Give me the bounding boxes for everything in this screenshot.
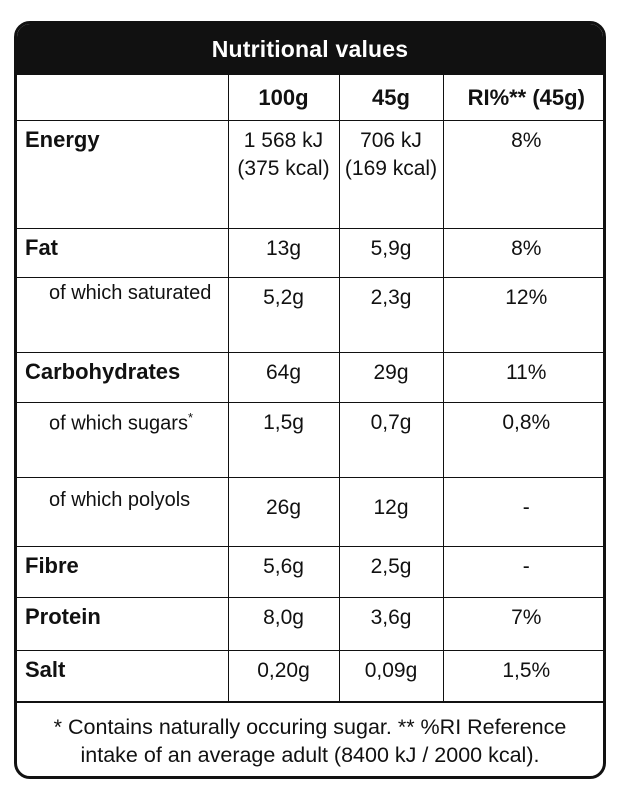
header-row: 100g 45g RI%** (45g): [17, 75, 603, 121]
table-row: Salt 0,20g 0,09g 1,5%: [17, 650, 603, 702]
value-ri: 1,5%: [442, 650, 603, 702]
table-row: Carbohydrates 64g 29g 11%: [17, 352, 603, 403]
value-100g: 64g: [227, 352, 340, 403]
header-ri: RI%** (45g): [442, 75, 603, 121]
footnote-mark: *: [187, 410, 194, 425]
table-row: Protein 8,0g 3,6g 7%: [17, 597, 603, 651]
value-45g: 3,6g: [338, 597, 444, 651]
value-100g: 26g: [227, 477, 340, 547]
value-ri: 8%: [442, 228, 603, 278]
value-ri: 8%: [442, 120, 603, 229]
table-row: Energy 1 568 kJ (375 kcal) 706 kJ (169 k…: [17, 120, 603, 229]
table-row: of which polyols 26g 12g -: [17, 477, 603, 547]
value-100g: 5,2g: [227, 277, 340, 353]
value-45g: 0,7g: [338, 402, 444, 478]
value-45g: 29g: [338, 352, 444, 403]
value-100g: 1 568 kJ (375 kcal): [227, 120, 340, 229]
value-ri: -: [442, 546, 603, 598]
row-label: Protein: [17, 597, 229, 651]
row-label: Fibre: [17, 546, 229, 598]
value-45g: 2,5g: [338, 546, 444, 598]
nutrition-panel: Nutritional values 100g 45g RI%** (45g) …: [14, 21, 606, 779]
value-ri: 11%: [442, 352, 603, 403]
value-100g: 13g: [227, 228, 340, 278]
value-45g: 12g: [338, 477, 444, 547]
table-row: of which saturated 5,2g 2,3g 12%: [17, 277, 603, 353]
row-label: Salt: [17, 650, 229, 702]
panel-title: Nutritional values: [17, 24, 603, 75]
table-row: of which sugars* 1,5g 0,7g 0,8%: [17, 402, 603, 478]
table-row: Fibre 5,6g 2,5g -: [17, 546, 603, 598]
header-label: [17, 75, 229, 121]
footnote: * Contains naturally occuring sugar. ** …: [17, 702, 603, 769]
value-45g: 0,09g: [338, 650, 444, 702]
value-ri: 12%: [442, 277, 603, 353]
value-100g: 8,0g: [227, 597, 340, 651]
row-label-cell: of which sugars*: [17, 402, 229, 478]
value-45g: 5,9g: [338, 228, 444, 278]
value-100g: 1,5g: [227, 402, 340, 478]
row-label: Energy: [17, 120, 229, 229]
header-100g: 100g: [227, 75, 340, 121]
value-ri: 7%: [442, 597, 603, 651]
row-label: Carbohydrates: [17, 352, 229, 403]
value-ri: 0,8%: [442, 402, 603, 478]
value-ri: -: [442, 477, 603, 547]
row-label: of which saturated: [17, 277, 229, 353]
row-label: Fat: [17, 228, 229, 278]
header-45g: 45g: [338, 75, 444, 121]
value-100g: 5,6g: [227, 546, 340, 598]
value-45g: 2,3g: [338, 277, 444, 353]
nutrition-table: 100g 45g RI%** (45g) Energy 1 568 kJ (37…: [17, 75, 603, 702]
row-label: of which polyols: [17, 477, 229, 547]
row-label: of which sugars: [49, 412, 188, 435]
value-100g: 0,20g: [227, 650, 340, 702]
table-row: Fat 13g 5,9g 8%: [17, 228, 603, 278]
value-45g: 706 kJ (169 kcal): [338, 120, 444, 229]
